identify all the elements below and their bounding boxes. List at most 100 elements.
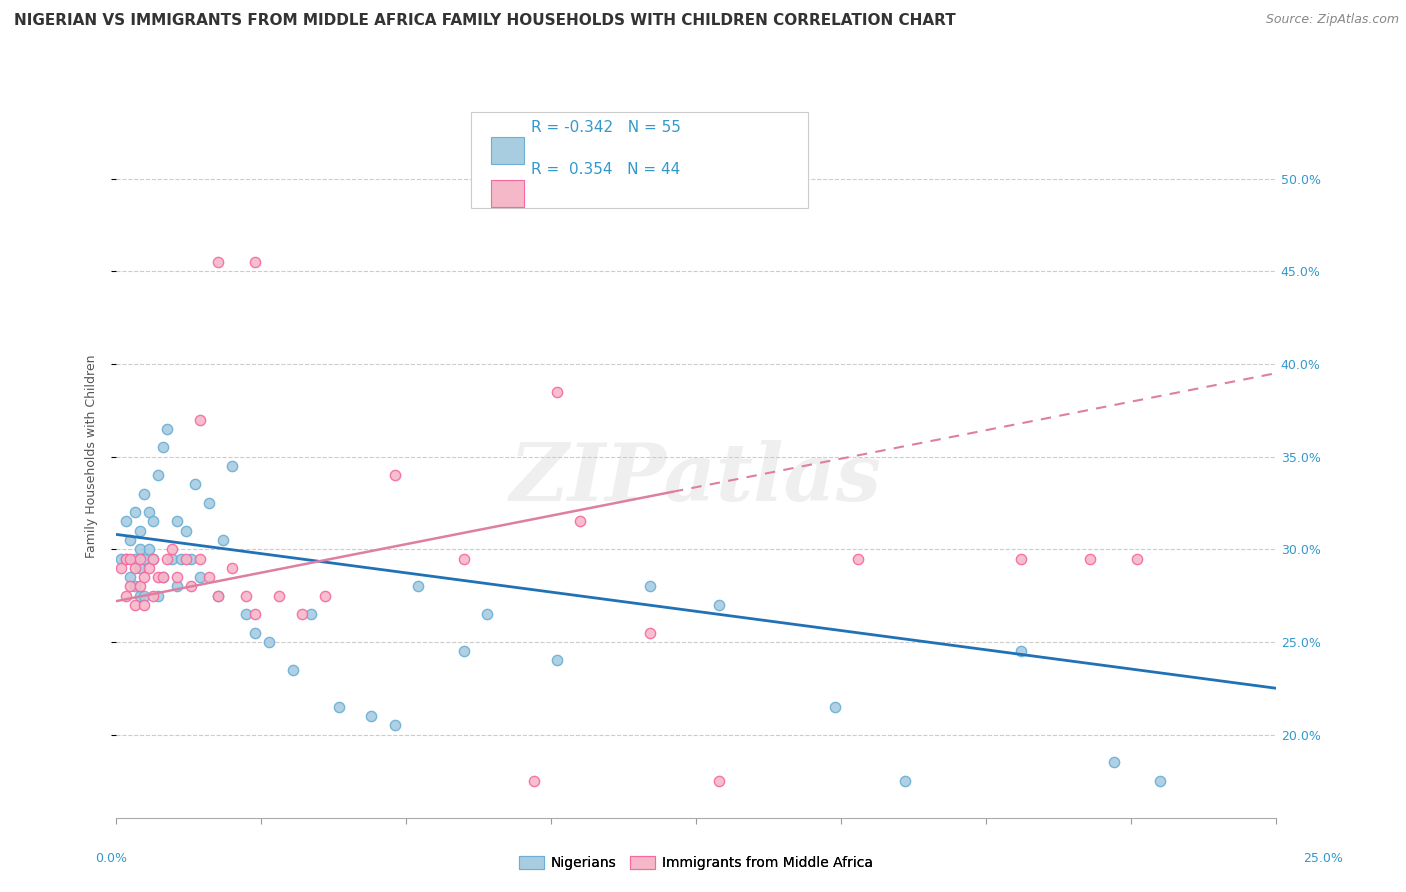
Text: ZIPatlas: ZIPatlas — [510, 440, 882, 517]
Point — [281, 663, 304, 677]
Point — [120, 533, 142, 547]
Point — [1149, 773, 1171, 788]
Point — [124, 598, 146, 612]
Point — [124, 505, 146, 519]
Point — [709, 598, 731, 612]
Point — [406, 579, 429, 593]
Point — [453, 551, 475, 566]
Point — [546, 384, 568, 399]
Text: Source: ZipAtlas.com: Source: ZipAtlas.com — [1265, 13, 1399, 27]
Point — [142, 515, 165, 529]
Point — [128, 589, 150, 603]
Point — [114, 515, 136, 529]
Point — [221, 458, 243, 473]
Point — [146, 468, 169, 483]
Point — [207, 589, 229, 603]
Point — [180, 579, 202, 593]
Point — [569, 515, 592, 529]
Point — [638, 625, 661, 640]
Text: 25.0%: 25.0% — [1303, 852, 1343, 865]
Point — [142, 551, 165, 566]
Point — [170, 551, 193, 566]
Point — [110, 561, 132, 575]
Point — [221, 561, 243, 575]
Point — [114, 589, 136, 603]
Point — [180, 551, 202, 566]
Point — [299, 607, 322, 621]
Point — [245, 255, 267, 269]
Point — [166, 570, 188, 584]
Point — [124, 579, 146, 593]
Point — [128, 579, 150, 593]
Point — [245, 607, 267, 621]
Point — [166, 579, 188, 593]
Point — [291, 607, 314, 621]
Point — [848, 551, 870, 566]
Point — [110, 551, 132, 566]
Point — [235, 589, 257, 603]
Point — [128, 561, 150, 575]
Point — [1010, 644, 1032, 658]
Point — [894, 773, 917, 788]
Point — [146, 570, 169, 584]
Point — [523, 773, 546, 788]
Point — [160, 542, 183, 557]
Point — [152, 570, 174, 584]
Point — [1010, 551, 1032, 566]
Point — [138, 542, 160, 557]
Point — [138, 505, 160, 519]
Y-axis label: Family Households with Children: Family Households with Children — [86, 355, 98, 558]
Point — [174, 524, 197, 538]
Point — [152, 440, 174, 454]
Point — [124, 561, 146, 575]
Point — [160, 551, 183, 566]
Point — [120, 579, 142, 593]
Point — [235, 607, 257, 621]
Point — [188, 551, 211, 566]
Point — [1102, 756, 1125, 770]
Text: NIGERIAN VS IMMIGRANTS FROM MIDDLE AFRICA FAMILY HOUSEHOLDS WITH CHILDREN CORREL: NIGERIAN VS IMMIGRANTS FROM MIDDLE AFRIC… — [14, 13, 956, 29]
Point — [1078, 551, 1101, 566]
Point — [360, 709, 382, 723]
Point — [824, 699, 846, 714]
Point — [174, 551, 197, 566]
Text: 0.0%: 0.0% — [96, 852, 128, 865]
Text: R =  0.354   N = 44: R = 0.354 N = 44 — [531, 162, 681, 177]
Point — [198, 496, 221, 510]
Point — [184, 477, 207, 491]
Point — [207, 589, 229, 603]
Point — [142, 589, 165, 603]
Point — [134, 589, 156, 603]
Point — [156, 551, 179, 566]
Legend: Nigerians, Immigrants from Middle Africa: Nigerians, Immigrants from Middle Africa — [513, 851, 879, 876]
Point — [156, 422, 179, 436]
Point — [134, 570, 156, 584]
Point — [245, 625, 267, 640]
Point — [259, 635, 281, 649]
Point — [124, 551, 146, 566]
Point — [128, 542, 150, 557]
Point — [138, 561, 160, 575]
Point — [188, 570, 211, 584]
Point — [142, 551, 165, 566]
Point — [207, 255, 229, 269]
Point — [384, 718, 406, 732]
Point — [134, 598, 156, 612]
Point — [128, 524, 150, 538]
Point — [384, 468, 406, 483]
Point — [1125, 551, 1147, 566]
Point — [152, 570, 174, 584]
Text: R = -0.342   N = 55: R = -0.342 N = 55 — [531, 120, 682, 135]
Point — [453, 644, 475, 658]
Point — [120, 570, 142, 584]
Point — [198, 570, 221, 584]
Point — [114, 551, 136, 566]
Point — [546, 653, 568, 667]
Point — [134, 551, 156, 566]
Point — [146, 589, 169, 603]
Point — [638, 579, 661, 593]
Point — [114, 551, 136, 566]
Point — [477, 607, 499, 621]
Point — [134, 486, 156, 500]
Point — [188, 412, 211, 426]
